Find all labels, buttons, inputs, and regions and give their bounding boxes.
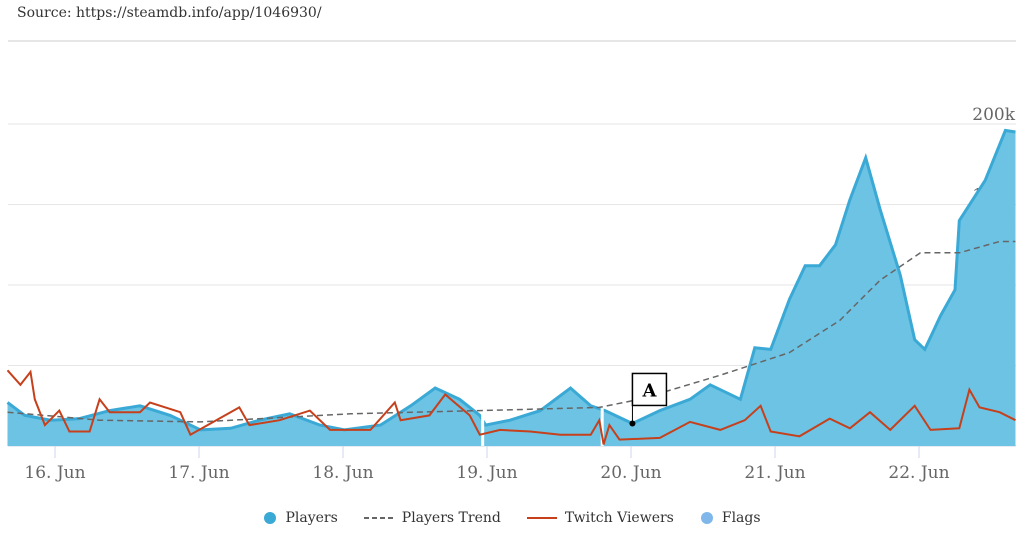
players-line bbox=[6, 128, 1016, 432]
flag-point bbox=[629, 420, 636, 427]
legend-label: Players bbox=[285, 510, 338, 526]
x-tick-label: 20. Jun bbox=[600, 463, 661, 483]
legend-label: Twitch Viewers bbox=[564, 510, 674, 526]
legend-symbol-icon bbox=[263, 511, 277, 525]
legend-label: Players Trend bbox=[401, 510, 501, 526]
y-tick-label: 200k bbox=[972, 105, 1015, 125]
x-tick-label: 19. Jun bbox=[456, 463, 517, 483]
x-tick-label: 16. Jun bbox=[24, 463, 85, 483]
legend-item[interactable]: Twitch Viewers bbox=[526, 510, 674, 526]
legend-item[interactable]: Players Trend bbox=[363, 510, 501, 526]
x-tick-label: 18. Jun bbox=[312, 463, 373, 483]
flag-box bbox=[631, 372, 668, 407]
x-tick-label: 17. Jun bbox=[168, 463, 229, 483]
players-area bbox=[7, 130, 1016, 446]
players-trend-line bbox=[7, 240, 1016, 423]
legend-item[interactable]: Flags bbox=[700, 510, 761, 526]
legend-label: Flags bbox=[721, 510, 761, 526]
flag-title: A bbox=[641, 380, 657, 401]
legend: Players Players Trend Twitch Viewers Flags bbox=[0, 510, 1024, 526]
legend-symbol-icon bbox=[700, 511, 714, 525]
legend-item[interactable]: Players bbox=[263, 510, 338, 526]
source-text: Source: https://steamdb.info/app/1046930… bbox=[17, 5, 322, 21]
legend-symbol-icon bbox=[363, 515, 394, 521]
x-tick-label: 21. Jun bbox=[744, 463, 805, 483]
legend-symbol-icon bbox=[526, 515, 557, 521]
x-tick-label: 22. Jun bbox=[888, 463, 949, 483]
twitch-viewers-line bbox=[6, 369, 1016, 445]
